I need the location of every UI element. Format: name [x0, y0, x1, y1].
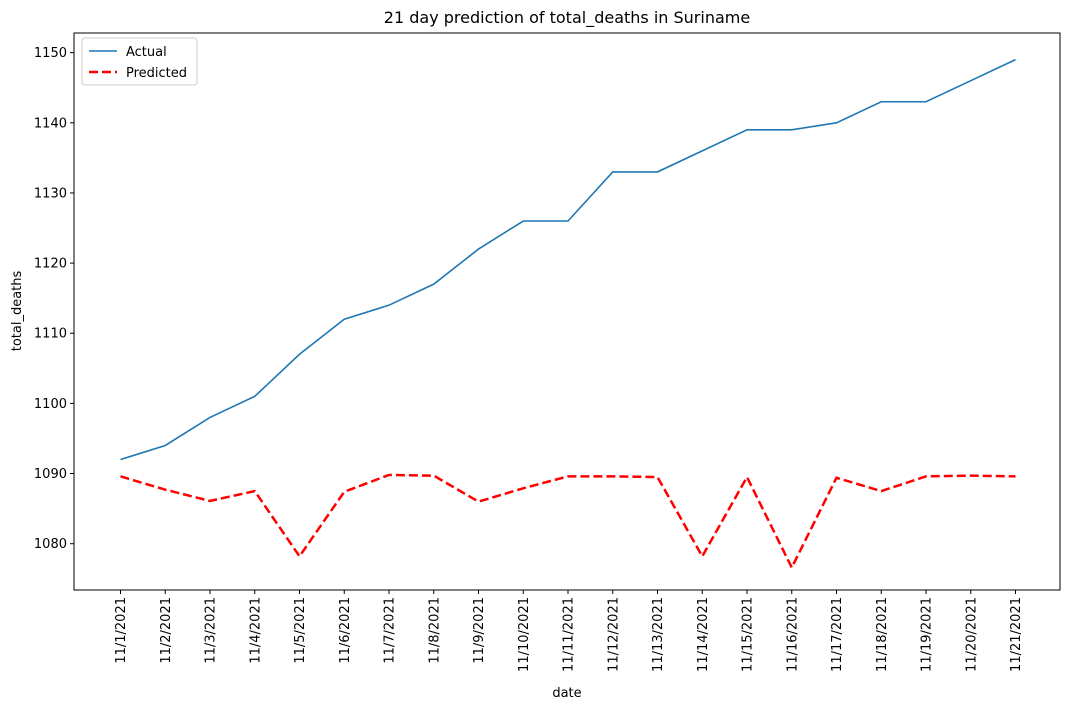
legend-label-actual: Actual [126, 45, 167, 60]
y-tick-label: 1110 [34, 327, 67, 342]
x-tick-label: 11/7/2021 [383, 597, 398, 664]
x-tick-label: 11/20/2021 [964, 597, 979, 672]
x-tick-label: 11/13/2021 [651, 597, 666, 672]
x-tick-label: 11/19/2021 [920, 597, 935, 672]
x-tick-label: 11/9/2021 [472, 597, 487, 664]
x-axis: 11/1/2021 11/2/2021 11/3/2021 11/4/2021 11/5… [114, 590, 1024, 672]
y-tick-label: 1120 [34, 257, 67, 272]
x-tick-label: 11/18/2021 [875, 597, 890, 672]
x-tick-label: 11/16/2021 [785, 597, 800, 672]
x-tick-label: 11/2/2021 [159, 597, 174, 664]
x-tick-label: 11/17/2021 [830, 597, 845, 672]
plot-area [73, 32, 1061, 591]
y-axis-title: total_deaths [10, 271, 25, 352]
y-tick-label: 1090 [34, 467, 67, 482]
x-tick-label: 11/14/2021 [696, 597, 711, 672]
legend-label-predicted: Predicted [126, 66, 187, 81]
y-axis: 1080 1090 1100 1110 1120 1130 1140 1150 [34, 46, 74, 552]
x-tick-label: 11/1/2021 [114, 597, 129, 664]
series-actual [120, 58, 1016, 461]
x-tick-label: 11/10/2021 [517, 597, 532, 672]
x-tick-label: 11/4/2021 [248, 597, 263, 664]
x-tick-label: 11/8/2021 [427, 597, 442, 664]
y-tick-label: 1130 [34, 186, 67, 201]
y-tick-label: 1080 [34, 537, 67, 552]
x-tick-label: 11/12/2021 [606, 597, 621, 672]
series-predicted [120, 473, 1016, 571]
chart-title: 21 day prediction of total_deaths in Sur… [384, 8, 750, 28]
series-layer [120, 58, 1016, 571]
x-axis-title: date [552, 686, 581, 701]
x-tick-label: 11/6/2021 [338, 597, 353, 664]
y-tick-label: 1140 [34, 116, 67, 131]
y-tick-label: 1150 [34, 46, 67, 61]
x-tick-label: 11/11/2021 [562, 597, 577, 672]
legend: Actual Predicted [81, 37, 198, 86]
x-tick-label: 11/21/2021 [1009, 597, 1024, 672]
x-tick-label: 11/5/2021 [293, 597, 308, 664]
x-tick-label: 11/3/2021 [204, 597, 219, 664]
x-tick-label: 11/15/2021 [741, 597, 756, 672]
y-tick-label: 1100 [34, 397, 67, 412]
